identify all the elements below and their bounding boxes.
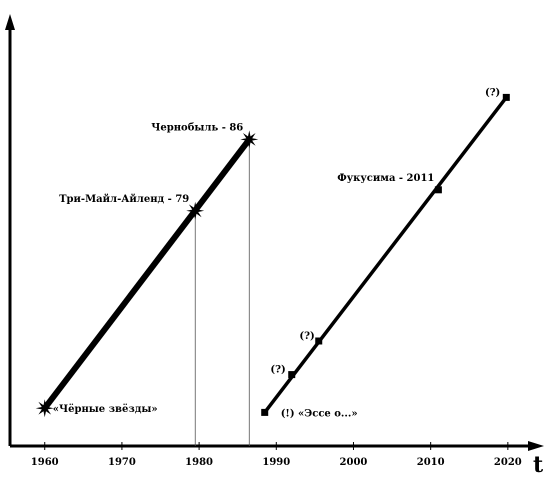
point-label: (?)	[485, 87, 500, 98]
square-marker	[434, 186, 442, 194]
point-label: (?)	[299, 331, 314, 342]
point-label: «Чёрные звёзды»	[53, 404, 158, 415]
square-marker	[315, 337, 323, 345]
point-labels: «Чёрные звёзды» Три-Майл-Айленд - 79 Черно…	[53, 87, 501, 419]
star-marker	[35, 399, 54, 418]
x-axis-arrow	[528, 441, 544, 451]
point-label: (!) «Эссе о...»	[281, 408, 358, 419]
x-tick-label: 1980	[185, 457, 213, 468]
point-label: Три-Майл-Айленд - 79	[59, 194, 189, 205]
x-tick-label: 1970	[108, 457, 136, 468]
square-marker	[261, 408, 269, 416]
x-tick-label: 1990	[262, 457, 290, 468]
x-ticks: 1960 1970 1980 1990 2000 2010 2020	[31, 442, 522, 468]
x-tick-label: 2000	[340, 457, 368, 468]
point-label: Чернобыль - 86	[151, 122, 243, 133]
star-marker	[240, 130, 259, 149]
x-axis-label: t	[533, 452, 544, 478]
point-label: (?)	[270, 365, 285, 376]
series-line	[263, 96, 508, 414]
square-marker	[288, 371, 296, 379]
x-tick-label: 1960	[31, 457, 59, 468]
y-axis-arrow	[5, 14, 15, 30]
guide-lines	[194, 139, 250, 446]
point-markers	[35, 93, 510, 418]
star-marker	[186, 201, 205, 220]
series-lines	[42, 96, 508, 414]
x-tick-label: 2010	[417, 457, 445, 468]
point-label: Фукусима - 2011	[337, 173, 434, 184]
square-marker	[502, 93, 510, 101]
x-tick-label: 2020	[494, 457, 522, 468]
series-line	[42, 137, 252, 411]
